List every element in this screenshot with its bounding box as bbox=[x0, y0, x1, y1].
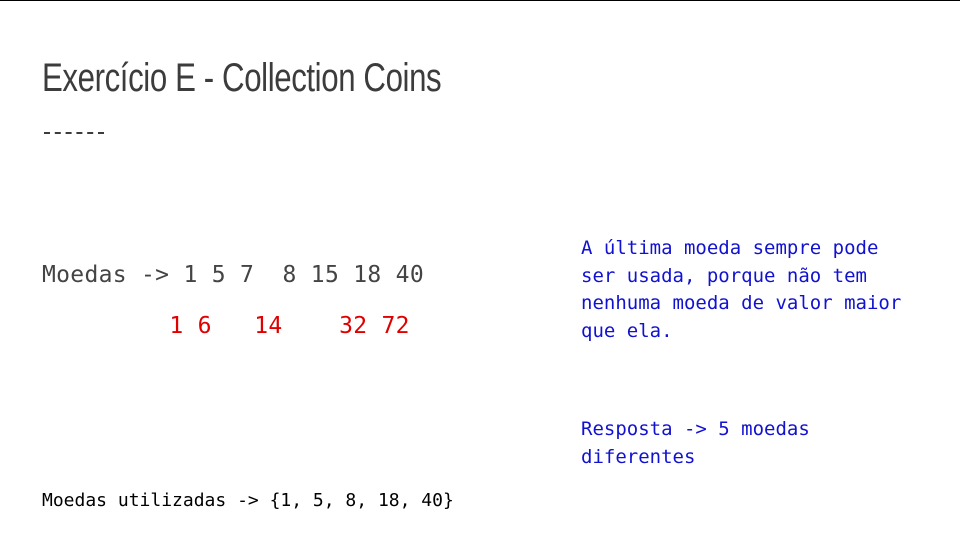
slide-title: Exercício E - Collection Coins bbox=[42, 56, 442, 100]
sums-line: 1 6 14 32 72 bbox=[42, 313, 410, 339]
used-coins-line: Moedas utilizadas -> {1, 5, 8, 18, 40} bbox=[42, 490, 454, 511]
coins-line: Moedas -> 1 5 7 8 15 18 40 bbox=[42, 262, 424, 288]
note-paragraph-1: A última moeda sempre pode ser usada, po… bbox=[581, 237, 902, 342]
explanation-note: A última moeda sempre pode ser usada, po… bbox=[581, 180, 941, 526]
top-border bbox=[0, 0, 960, 1]
title-underline bbox=[44, 132, 104, 134]
note-paragraph-2: Resposta -> 5 moedas diferentes bbox=[581, 418, 810, 468]
